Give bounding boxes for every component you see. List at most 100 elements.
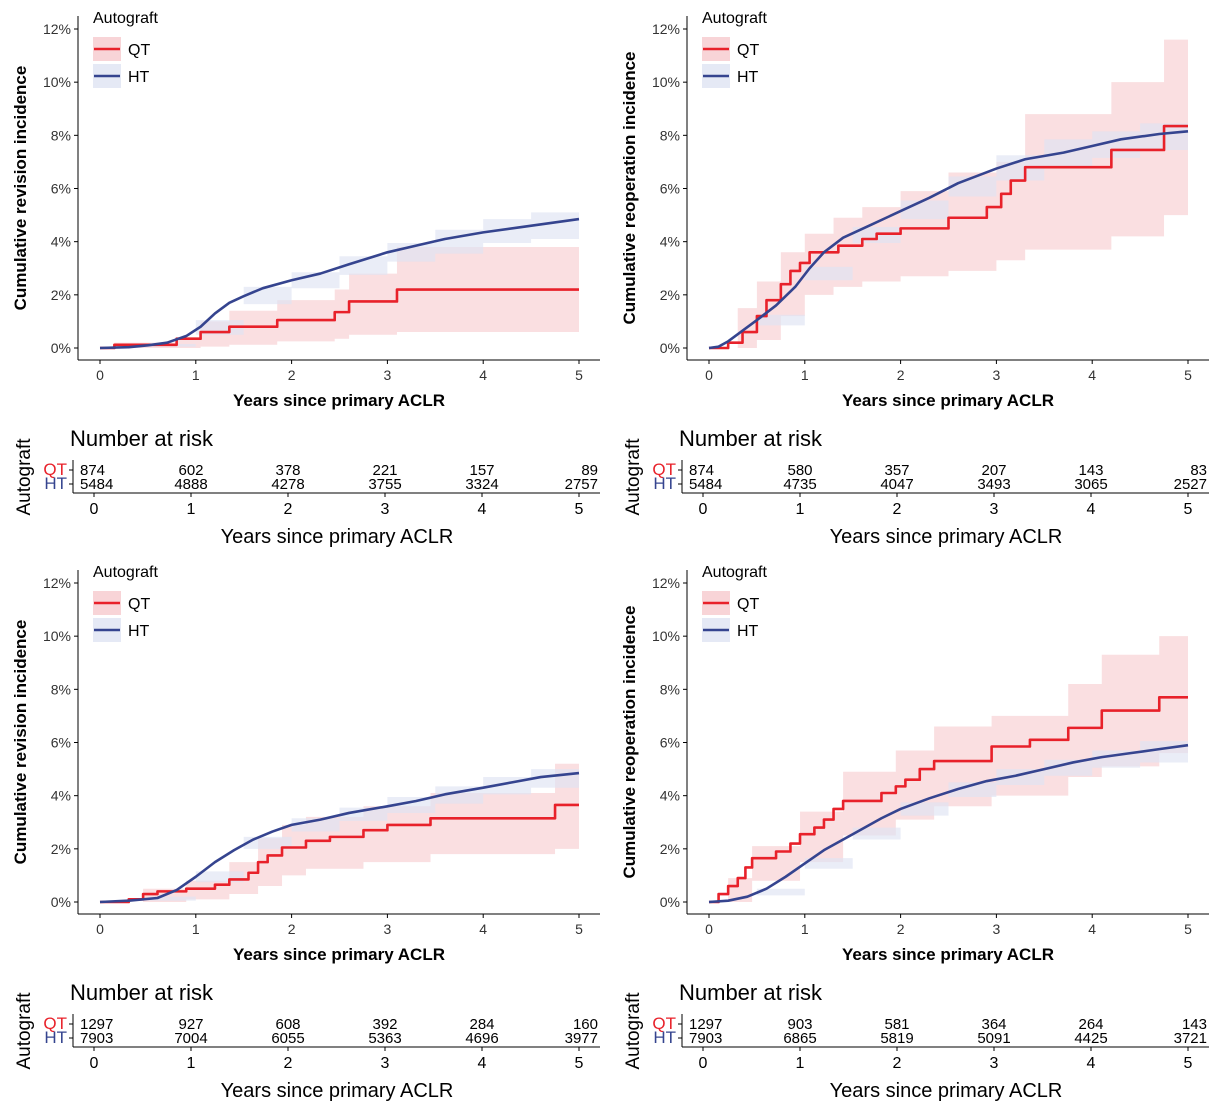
- risk-x-tick-label: 1: [187, 501, 196, 518]
- risk-cell: 357: [884, 462, 909, 479]
- x-tick-label: 1: [801, 921, 809, 937]
- y-tick-label: 12%: [43, 575, 71, 591]
- risk-cell: 264: [1078, 1016, 1103, 1033]
- risk-row-label-qt: QT: [43, 460, 67, 479]
- risk-cell: 2527: [1174, 476, 1207, 493]
- risk-cell: 581: [884, 1016, 909, 1033]
- x-tick-label: 2: [897, 367, 905, 383]
- y-tick-label: 0%: [51, 340, 71, 356]
- risk-x-tick-label: 2: [893, 1055, 902, 1072]
- risk-cell: 378: [275, 462, 300, 479]
- risk-cell: 221: [372, 462, 397, 479]
- risk-table-x-title: Years since primary ACLR: [830, 526, 1063, 548]
- risk-cell: 3324: [465, 476, 498, 493]
- x-axis-title: Years since primary ACLR: [233, 945, 445, 964]
- risk-x-tick-label: 0: [90, 1055, 99, 1072]
- risk-cell: 5484: [80, 476, 113, 493]
- risk-x-tick-label: 1: [187, 1055, 196, 1072]
- legend-title: Autograft: [93, 564, 158, 581]
- legend-label-ht: HT: [128, 623, 150, 640]
- x-tick-label: 3: [384, 921, 392, 937]
- legend-title: Autograft: [702, 10, 767, 27]
- risk-cell: 5091: [977, 1030, 1010, 1047]
- risk-x-tick-label: 0: [699, 501, 708, 518]
- risk-cell: 3493: [977, 476, 1010, 493]
- risk-cell: 4425: [1074, 1030, 1107, 1047]
- risk-x-tick-label: 4: [1087, 1055, 1096, 1072]
- y-tick-label: 2%: [660, 841, 680, 857]
- risk-cell: 83: [1190, 462, 1207, 479]
- x-tick-label: 3: [993, 921, 1001, 937]
- risk-cell: 7004: [174, 1030, 207, 1047]
- x-tick-label: 0: [96, 921, 104, 937]
- series-line-ht: [99, 217, 580, 350]
- risk-cell: 284: [469, 1016, 494, 1033]
- risk-cell: 5484: [689, 476, 722, 493]
- y-tick-label: 4%: [51, 788, 71, 804]
- y-tick-label: 12%: [652, 575, 680, 591]
- y-tick-label: 8%: [660, 127, 680, 143]
- y-tick-label: 2%: [51, 841, 71, 857]
- risk-cell: 143: [1078, 462, 1103, 479]
- legend-label-ht: HT: [737, 623, 759, 640]
- risk-cell: 6865: [783, 1030, 816, 1047]
- risk-cell: 3065: [1074, 476, 1107, 493]
- risk-cell: 4888: [174, 476, 207, 493]
- chart-panel-3: 0% 2% 4% 6% 8% 10% 12% 0 1 2 3 4 5 Years since primar…: [11, 564, 600, 1102]
- chart-panel-1: 0% 2% 4% 6% 8% 10% 12% 0 1 2 3 4 5 Years since primar…: [11, 10, 600, 548]
- legend-label-ht: HT: [128, 69, 150, 86]
- chart-panel-2: 0% 2% 4% 6% 8% 10% 12% 0 1 2 3 4 5 Years since primar…: [620, 10, 1209, 548]
- risk-row-label-ht: HT: [44, 474, 67, 493]
- risk-row-label-qt: QT: [43, 1014, 67, 1033]
- risk-row-label-ht: HT: [44, 1028, 67, 1047]
- y-tick-label: 8%: [51, 681, 71, 697]
- y-tick-label: 6%: [51, 181, 71, 197]
- risk-table-x-title: Years since primary ACLR: [221, 1080, 454, 1102]
- x-tick-label: 1: [192, 921, 200, 937]
- risk-cell: 6055: [271, 1030, 304, 1047]
- risk-cell: 1297: [80, 1016, 113, 1033]
- risk-table-title: Number at risk: [679, 426, 823, 451]
- x-tick-label: 1: [801, 367, 809, 383]
- risk-cell: 4735: [783, 476, 816, 493]
- series-line-ht: [708, 130, 1189, 350]
- x-tick-label: 0: [705, 921, 713, 937]
- y-axis-title: Cumulative reoperation incidence: [620, 51, 639, 324]
- risk-x-tick-label: 0: [90, 501, 99, 518]
- y-tick-label: 4%: [660, 788, 680, 804]
- risk-cell: 608: [275, 1016, 300, 1033]
- y-tick-label: 0%: [51, 894, 71, 910]
- risk-table-title: Number at risk: [70, 426, 214, 451]
- risk-cell: 5363: [368, 1030, 401, 1047]
- risk-table-x-title: Years since primary ACLR: [830, 1080, 1063, 1102]
- series-line-qt: [709, 696, 1188, 904]
- x-tick-label: 5: [575, 921, 583, 937]
- risk-x-tick-label: 0: [699, 1055, 708, 1072]
- x-tick-label: 4: [479, 367, 487, 383]
- risk-cell: 3721: [1174, 1030, 1207, 1047]
- legend-label-qt: QT: [128, 596, 150, 613]
- legend-label-qt: QT: [737, 42, 759, 59]
- y-axis-title: Cumulative revision incidence: [11, 620, 30, 865]
- risk-cell: 2757: [565, 476, 598, 493]
- risk-cell: 874: [80, 462, 105, 479]
- legend-label-qt: QT: [737, 596, 759, 613]
- y-tick-label: 8%: [660, 681, 680, 697]
- risk-cell: 602: [178, 462, 203, 479]
- y-tick-label: 12%: [652, 21, 680, 37]
- risk-x-tick-label: 2: [284, 1055, 293, 1072]
- risk-cell: 4047: [880, 476, 913, 493]
- x-tick-label: 5: [575, 367, 583, 383]
- ci-band-qt: [709, 636, 1188, 902]
- y-tick-label: 6%: [660, 735, 680, 751]
- legend-title: Autograft: [93, 10, 158, 27]
- x-tick-label: 2: [288, 367, 296, 383]
- y-tick-label: 6%: [51, 735, 71, 751]
- risk-x-tick-label: 3: [381, 501, 390, 518]
- risk-cell: 7903: [689, 1030, 722, 1047]
- x-axis-title: Years since primary ACLR: [233, 391, 445, 410]
- series-line-ht: [99, 771, 580, 904]
- ci-band-ht: [100, 201, 579, 348]
- y-tick-label: 2%: [51, 287, 71, 303]
